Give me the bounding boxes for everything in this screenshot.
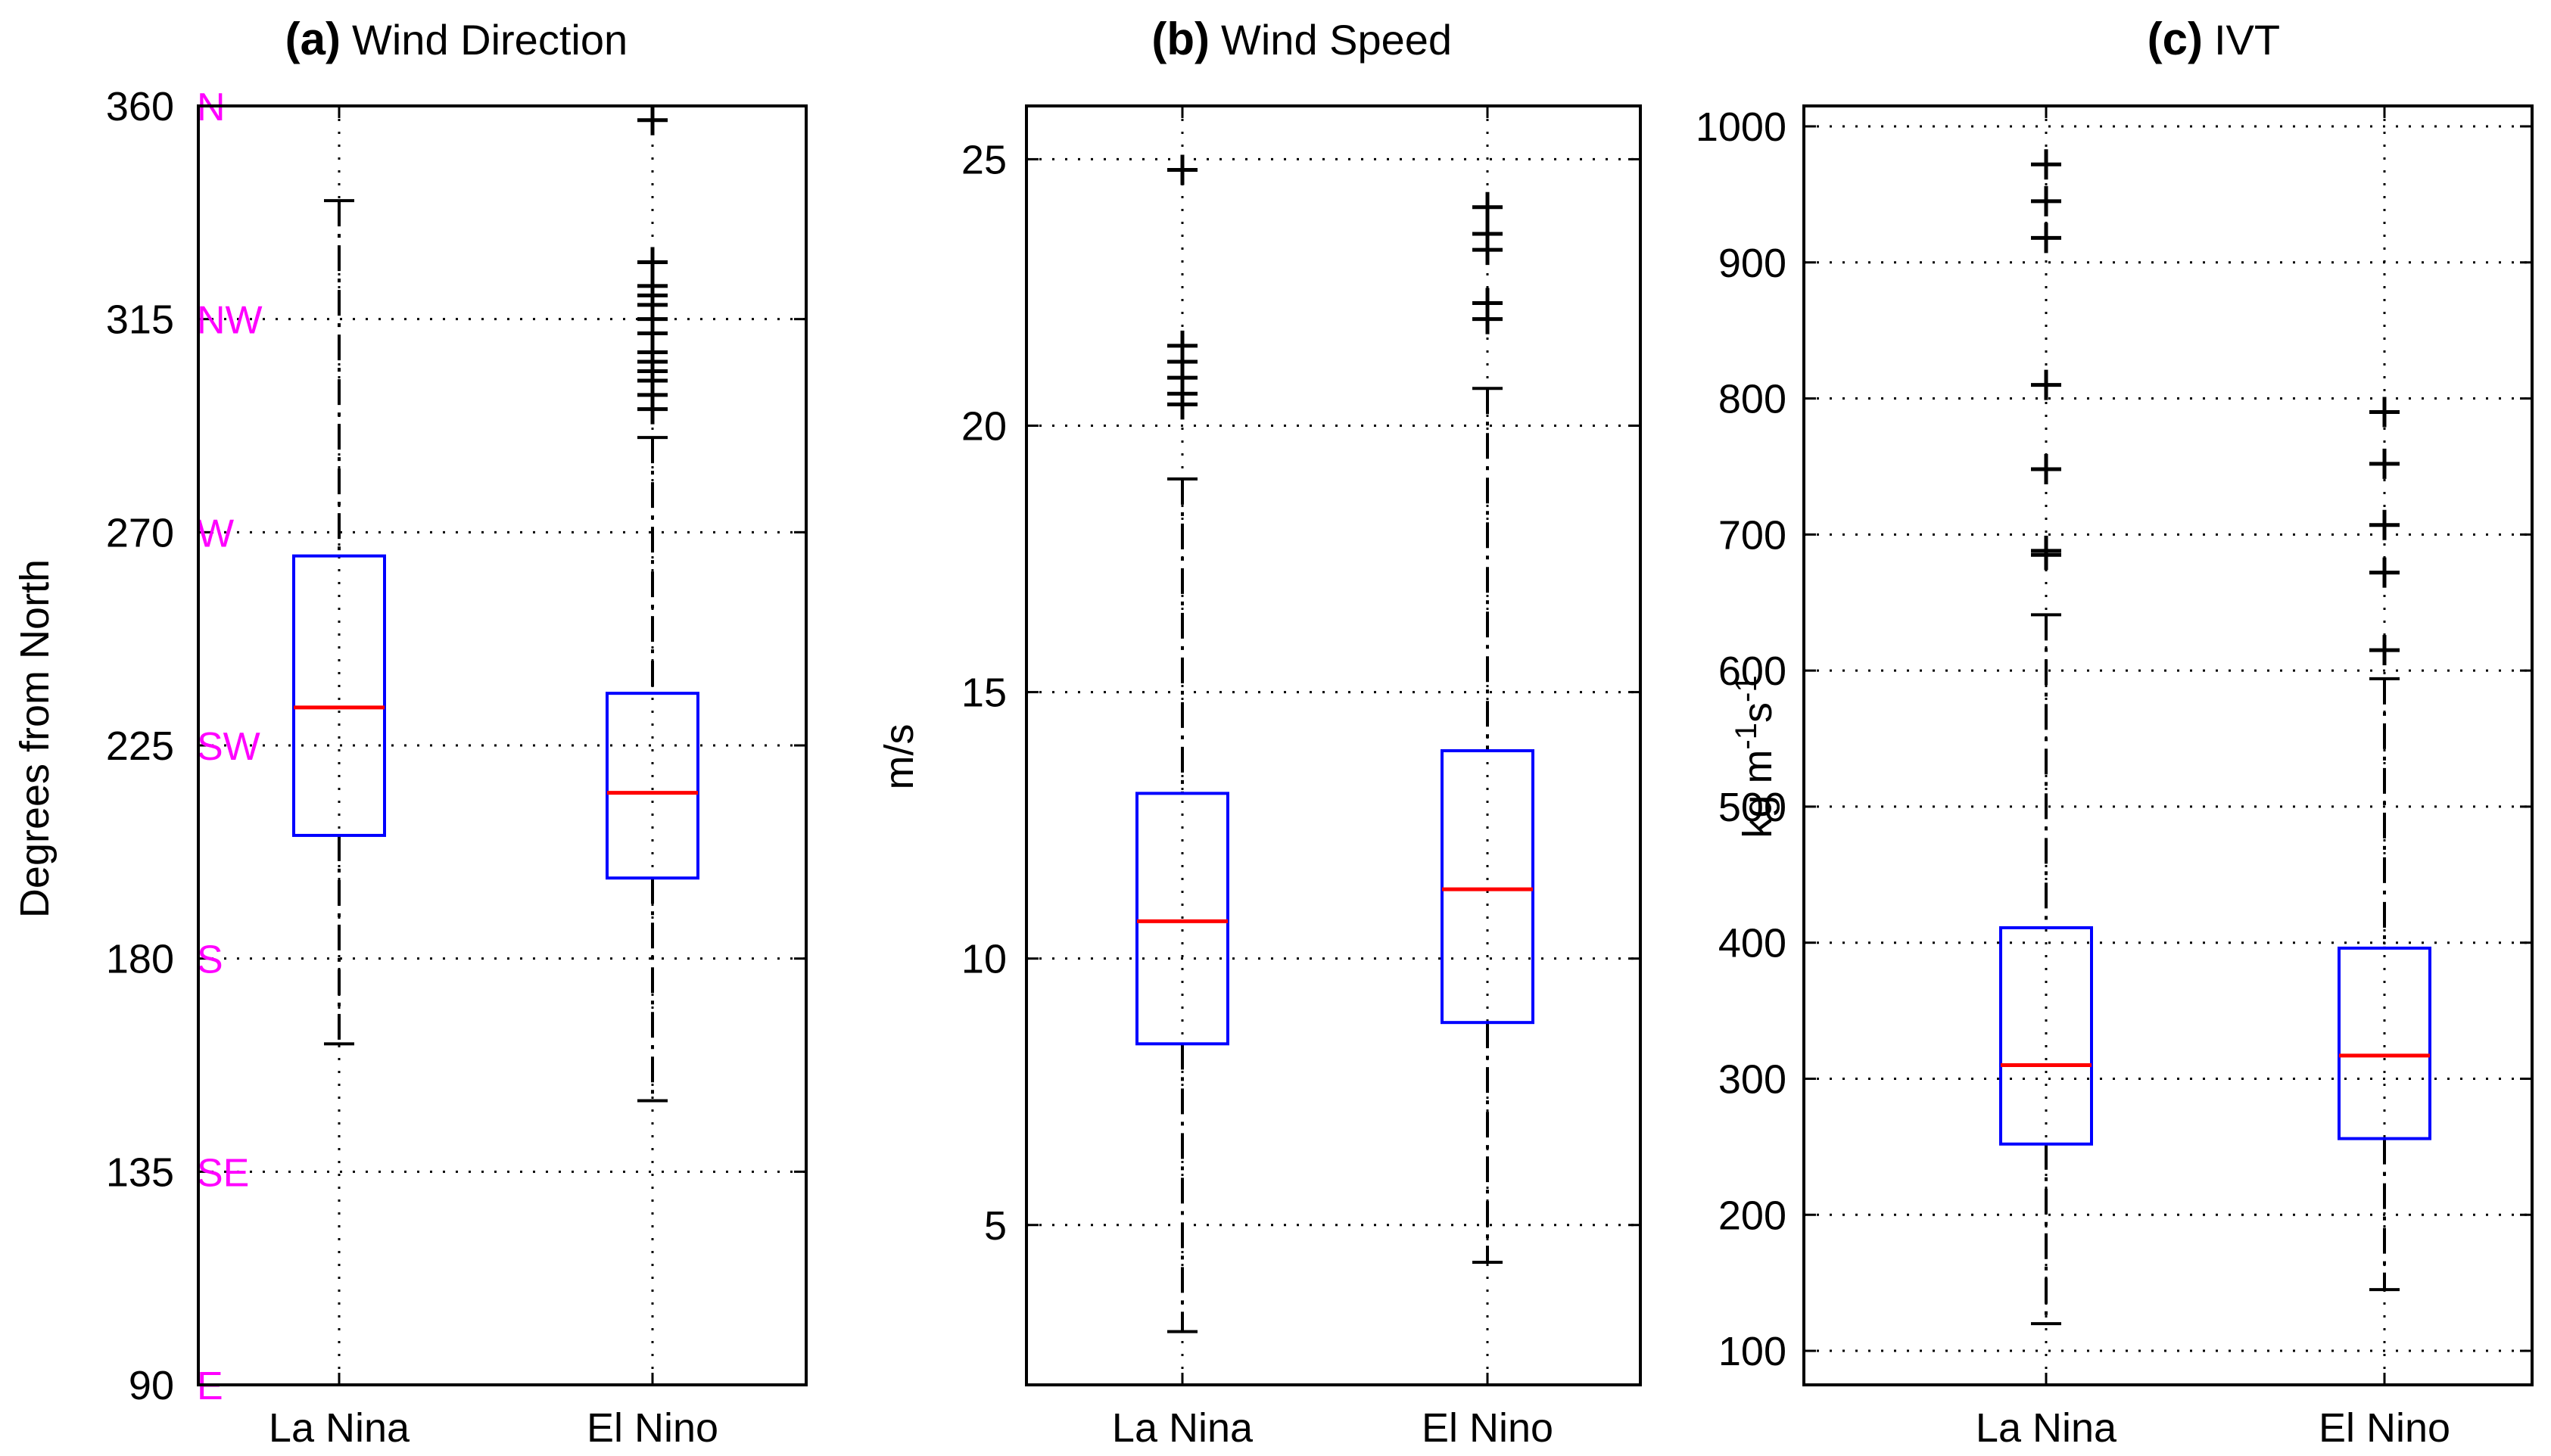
outlier-marker bbox=[637, 247, 668, 278]
y-tick-label: 15 bbox=[961, 670, 1007, 716]
panel-c-y-axis-label: kg m-1s-1 bbox=[1730, 675, 1780, 838]
outlier-marker bbox=[2031, 222, 2061, 254]
panel-c-x-label-el-nino: El Nino bbox=[2319, 1405, 2450, 1451]
outlier-marker bbox=[2369, 397, 2400, 428]
y-tick-label: 600 bbox=[1718, 649, 1786, 694]
panel-ivt: (c) IVT kg m-1s-1 La Nina El Nino 100200… bbox=[1696, 14, 2534, 1451]
panel-b-x-label-el-nino: El Nino bbox=[1422, 1405, 1553, 1451]
y-tick-label: 700 bbox=[1718, 512, 1786, 558]
panel-c-title: IVT bbox=[2214, 16, 2280, 64]
y-tick-label: 10 bbox=[961, 937, 1007, 982]
y-tick-label: 315 bbox=[106, 297, 174, 343]
panel-c-ylabel-base: kg m bbox=[1735, 750, 1780, 838]
panel-b-y-axis-label: m/s bbox=[877, 724, 922, 790]
y-tick-label: 200 bbox=[1718, 1193, 1786, 1238]
panel-b-letter: (b) bbox=[1151, 14, 1210, 64]
panel-b-title: Wind Speed bbox=[1221, 16, 1452, 64]
axes-frame bbox=[1025, 104, 1642, 1386]
outlier-marker bbox=[1167, 330, 1198, 361]
outlier-marker bbox=[2369, 635, 2400, 666]
y-tick-label: 20 bbox=[961, 404, 1007, 450]
box-el-nino bbox=[2338, 946, 2431, 1140]
y-tick-label: 500 bbox=[1718, 785, 1786, 830]
y-tick-label: 360 bbox=[106, 84, 174, 129]
panel-c-ylabel-mid: s bbox=[1735, 702, 1780, 723]
outlier-marker bbox=[2031, 454, 2061, 485]
y-tick-label: 135 bbox=[106, 1150, 174, 1195]
outlier-marker bbox=[2369, 557, 2400, 588]
box-el-nino bbox=[1441, 749, 1534, 1025]
outlier-marker bbox=[2031, 535, 2061, 566]
panel-c-letter: (c) bbox=[2148, 14, 2203, 64]
compass-label: SE bbox=[197, 1151, 249, 1195]
outlier-marker bbox=[2369, 448, 2400, 479]
y-tick-label: 25 bbox=[961, 137, 1007, 182]
y-tick-label: 225 bbox=[106, 723, 174, 769]
outlier-marker bbox=[1167, 154, 1198, 185]
axes-frame bbox=[1802, 104, 2534, 1386]
y-tick-label: 400 bbox=[1718, 921, 1786, 966]
panel-c-ylabel-exp2: -1 bbox=[1730, 675, 1763, 702]
outlier-marker bbox=[1472, 288, 1503, 319]
compass-label: W bbox=[197, 512, 234, 555]
y-tick-label: 900 bbox=[1718, 241, 1786, 286]
outlier-marker bbox=[2369, 509, 2400, 540]
panel-wind-speed: (b) Wind Speed m/s La Nina El Nino 5 10 15… bbox=[877, 14, 1642, 1451]
y-tick-label: 270 bbox=[106, 510, 174, 555]
box-la-nina bbox=[1999, 926, 2093, 1146]
compass-label: SW bbox=[197, 725, 260, 769]
axes-frame bbox=[197, 104, 808, 1386]
panel-c-x-label-la-nina: La Nina bbox=[1976, 1405, 2117, 1451]
compass-label: NW bbox=[197, 299, 263, 343]
outlier-marker bbox=[2031, 149, 2061, 180]
outlier-marker bbox=[1472, 219, 1503, 249]
panel-a-y-axis-label: Degrees from North bbox=[12, 559, 58, 918]
compass-label: S bbox=[197, 938, 223, 982]
panel-wind-direction: (a) Wind Direction Degrees from North La… bbox=[12, 14, 808, 1451]
box-la-nina bbox=[1135, 792, 1229, 1046]
panel-a-letter: (a) bbox=[285, 14, 341, 64]
outlier-marker bbox=[1472, 191, 1503, 222]
y-tick-label: 180 bbox=[106, 937, 174, 982]
outlier-marker bbox=[2031, 185, 2061, 216]
panel-a-x-label-la-nina: La Nina bbox=[269, 1405, 410, 1451]
panel-b-x-label-la-nina: La Nina bbox=[1112, 1405, 1254, 1451]
y-tick-label: 90 bbox=[129, 1363, 174, 1408]
y-tick-label: 300 bbox=[1718, 1056, 1786, 1102]
panel-a-x-label-el-nino: El Nino bbox=[587, 1405, 718, 1451]
panel-a-title: Wind Direction bbox=[352, 16, 628, 64]
y-tick-label: 5 bbox=[984, 1203, 1007, 1249]
box-el-nino bbox=[606, 692, 699, 880]
y-tick-label: 1000 bbox=[1696, 104, 1786, 150]
box-la-nina bbox=[292, 554, 386, 837]
outlier-marker bbox=[2031, 369, 2061, 400]
panel-c-ylabel-exp1: -1 bbox=[1730, 723, 1763, 750]
y-tick-label: 100 bbox=[1718, 1329, 1786, 1374]
y-tick-label: 800 bbox=[1718, 377, 1786, 422]
